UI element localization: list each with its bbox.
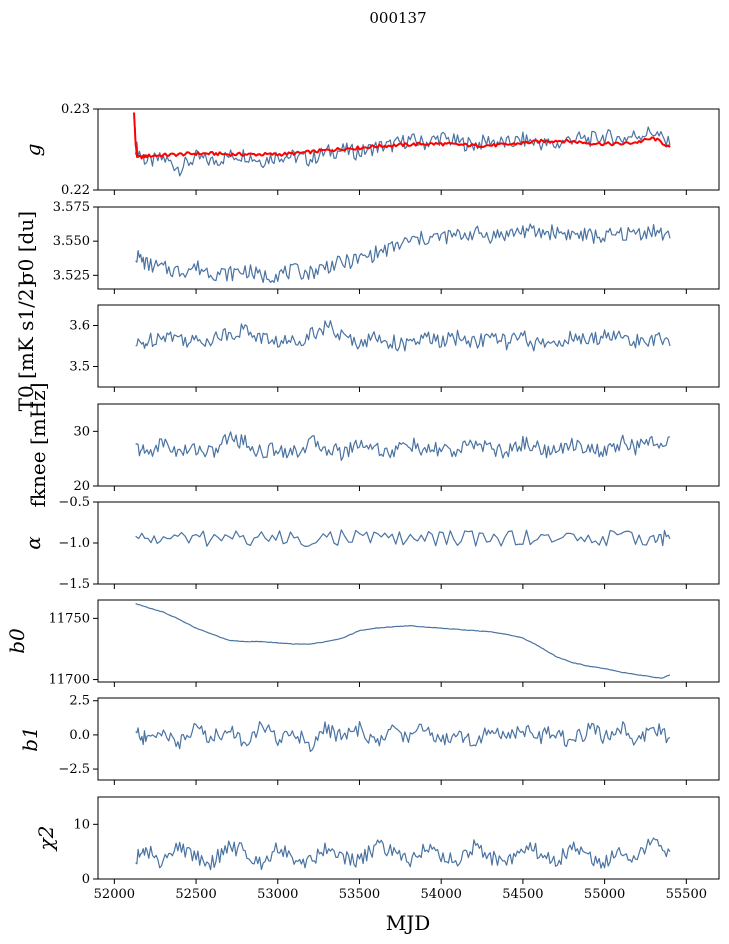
panel-fknee-line-0: [135, 431, 671, 461]
panel-b1-line-0: [135, 720, 671, 753]
panel-g: 0.22 0.23 g: [21, 102, 720, 198]
panel-sigma0-ytick-label: 3.575: [53, 200, 90, 215]
panel-b0-series: [135, 603, 671, 679]
panel-sigma0-line-0: [135, 223, 671, 283]
panel-b1-ytick-label: −2.5: [58, 762, 90, 777]
panel-alpha-ticks: −1.5 −1.0 −0.5: [58, 495, 687, 592]
panel-b1-series: [135, 720, 671, 753]
figure-title: 000137: [369, 9, 426, 27]
panel-chi2-xtick-label: 54000: [421, 887, 462, 902]
panel-chi2-xtick-label: 53000: [257, 887, 298, 902]
panel-g-ylabel: g: [21, 144, 45, 157]
panel-fknee-frame: [97, 403, 720, 487]
panel-chi2-ylabel: χ2: [34, 826, 58, 853]
panel-g-frame: [97, 108, 720, 191]
panel-alpha-ytick-label: −0.5: [58, 495, 90, 510]
panel-b1-ytick-label: 2.5: [69, 694, 90, 709]
panel-chi2-xtick-label: 52000: [94, 887, 135, 902]
panel-t0-line-0: [135, 320, 671, 352]
panel-chi2-xtick-label: 54500: [502, 887, 543, 902]
panel-alpha-series: [135, 529, 671, 548]
panel-chi2-line-0: [135, 837, 671, 871]
panel-g-ytick-label: 0.23: [61, 102, 90, 117]
panel-fknee-ylabel: fknee [mHz]: [26, 383, 50, 508]
panel-b0-line-0: [135, 603, 671, 679]
panel-b0: 11700 11750 b0: [5, 599, 720, 688]
panel-sigma0-ylabel: σ0 [du]: [14, 211, 38, 285]
panel-t0-ticks: 3.5 3.6: [69, 319, 687, 392]
panel-sigma0-frame: [97, 206, 720, 290]
panel-b0-frame: [97, 599, 720, 683]
panel-chi2-ticks: 0 10 52000 52500 53000 53500 54000 54500 55000 55…: [73, 817, 707, 902]
panel-b0-ytick-label: 11750: [49, 611, 90, 626]
panel-sigma0-ytick-label: 3.525: [53, 268, 90, 283]
panel-t0-frame: [97, 304, 720, 388]
panel-fknee-ytick-label: 30: [73, 424, 90, 439]
panel-alpha-ytick-label: −1.0: [58, 536, 90, 551]
panel-t0-ytick-label: 3.5: [69, 360, 90, 375]
panel-b1-ticks: −2.5 0.0 2.5: [58, 694, 687, 785]
panel-sigma0-series: [135, 223, 671, 283]
panel-chi2-ytick-label: 10: [73, 817, 90, 832]
panel-t0-ytick-label: 3.6: [69, 319, 90, 334]
panel-g-line-1: [133, 112, 671, 160]
panel-t0-ylabel: T0 [mK s1/2]: [14, 281, 38, 412]
panel-chi2: 0 10 52000 52500 53000 53500 54000 54500 55000 55…: [34, 796, 720, 902]
panel-alpha-frame: [97, 501, 720, 585]
panel-b0-ytick-label: 11700: [49, 673, 90, 688]
panel-fknee-series: [135, 431, 671, 461]
x-axis-label: MJD: [386, 911, 431, 935]
panel-b1: −2.5 0.0 2.5 b1: [18, 694, 720, 785]
panel-t0: 3.5 3.6 T0 [mK s1/2]: [14, 281, 720, 412]
panel-g-ytick-label: 0.22: [61, 183, 90, 198]
panel-chi2-frame: [97, 796, 720, 880]
panel-sigma0: 3.525 3.550 3.575 σ0 [du]: [14, 200, 720, 294]
panel-alpha-line-0: [135, 529, 671, 548]
panel-b1-ylabel: b1: [18, 726, 42, 752]
panel-chi2-xtick-label: 52500: [175, 887, 216, 902]
panel-b1-frame: [97, 697, 720, 781]
panel-chi2-xtick-label: 55500: [666, 887, 707, 902]
panel-b0-ylabel: b0: [5, 628, 29, 654]
panel-alpha: −1.5 −1.0 −0.5 α: [21, 495, 720, 592]
panel-chi2-xtick-label: 55000: [584, 887, 625, 902]
panel-alpha-ylabel: α: [21, 536, 45, 550]
panel-g-series: [133, 112, 671, 177]
panel-chi2-xtick-label: 53500: [339, 887, 380, 902]
panel-g-line-0: [135, 126, 671, 177]
panel-sigma0-ytick-label: 3.550: [53, 234, 90, 249]
panel-b0-ticks: 11700 11750: [49, 611, 687, 688]
panel-t0-series: [135, 320, 671, 352]
panel-b1-ytick-label: 0.0: [69, 728, 90, 743]
panel-g-ticks: 0.22 0.23: [61, 102, 687, 198]
panel-chi2-ytick-label: 0: [82, 872, 90, 887]
panel-alpha-ytick-label: −1.5: [58, 577, 90, 592]
panel-sigma0-ticks: 3.525 3.550 3.575: [53, 200, 687, 294]
panel-fknee-ytick-label: 20: [73, 479, 90, 494]
panel-chi2-series: [135, 837, 671, 871]
